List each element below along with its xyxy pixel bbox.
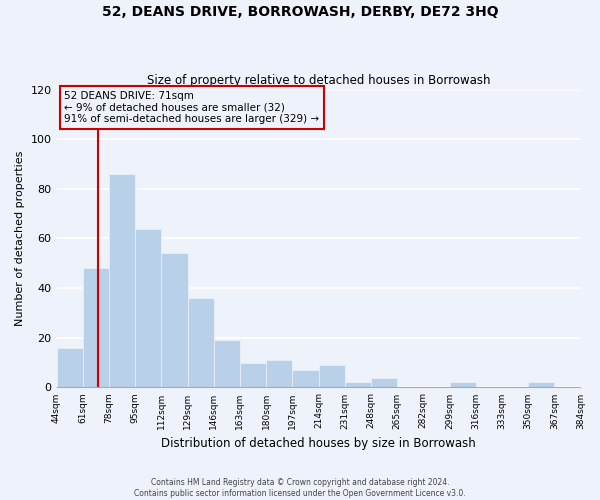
Y-axis label: Number of detached properties: Number of detached properties xyxy=(15,151,25,326)
Bar xyxy=(528,382,554,388)
Bar xyxy=(56,348,83,388)
Bar xyxy=(188,298,214,388)
Bar xyxy=(371,378,397,388)
Bar xyxy=(83,268,109,388)
Bar xyxy=(319,365,345,388)
Bar xyxy=(109,174,135,388)
Bar xyxy=(214,340,240,388)
Bar xyxy=(345,382,371,388)
Bar xyxy=(266,360,292,388)
Bar xyxy=(240,362,266,388)
Text: 52 DEANS DRIVE: 71sqm
← 9% of detached houses are smaller (32)
91% of semi-detac: 52 DEANS DRIVE: 71sqm ← 9% of detached h… xyxy=(64,91,320,124)
Bar xyxy=(292,370,319,388)
Text: Contains HM Land Registry data © Crown copyright and database right 2024.
Contai: Contains HM Land Registry data © Crown c… xyxy=(134,478,466,498)
Bar xyxy=(161,254,188,388)
Bar xyxy=(449,382,476,388)
Bar xyxy=(135,228,161,388)
Title: Size of property relative to detached houses in Borrowash: Size of property relative to detached ho… xyxy=(147,74,490,87)
Text: 52, DEANS DRIVE, BORROWASH, DERBY, DE72 3HQ: 52, DEANS DRIVE, BORROWASH, DERBY, DE72 … xyxy=(101,5,499,19)
X-axis label: Distribution of detached houses by size in Borrowash: Distribution of detached houses by size … xyxy=(161,437,476,450)
